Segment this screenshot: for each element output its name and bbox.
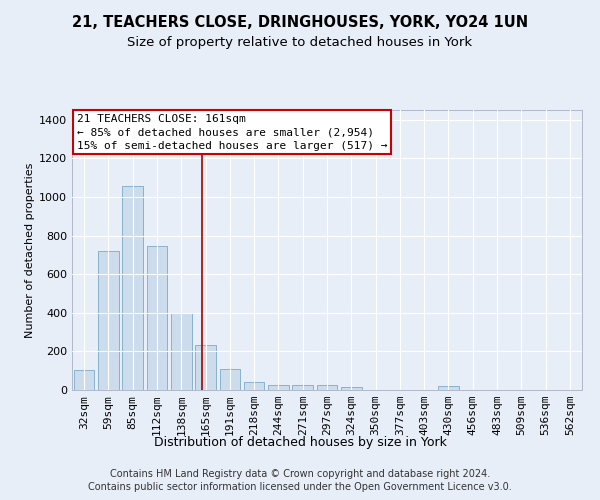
Bar <box>98 251 119 390</box>
Bar <box>268 385 289 390</box>
Bar <box>122 186 143 390</box>
Bar <box>244 382 265 390</box>
Bar <box>74 370 94 390</box>
Y-axis label: Number of detached properties: Number of detached properties <box>25 162 35 338</box>
Bar <box>171 313 191 390</box>
Bar <box>317 385 337 390</box>
Bar <box>341 386 362 390</box>
Text: Size of property relative to detached houses in York: Size of property relative to detached ho… <box>127 36 473 49</box>
Bar <box>292 384 313 390</box>
Bar <box>220 369 240 390</box>
Text: Contains HM Land Registry data © Crown copyright and database right 2024.: Contains HM Land Registry data © Crown c… <box>110 469 490 479</box>
Text: Distribution of detached houses by size in York: Distribution of detached houses by size … <box>154 436 446 449</box>
Text: Contains public sector information licensed under the Open Government Licence v3: Contains public sector information licen… <box>88 482 512 492</box>
Text: 21, TEACHERS CLOSE, DRINGHOUSES, YORK, YO24 1UN: 21, TEACHERS CLOSE, DRINGHOUSES, YORK, Y… <box>72 15 528 30</box>
Text: 21 TEACHERS CLOSE: 161sqm
← 85% of detached houses are smaller (2,954)
15% of se: 21 TEACHERS CLOSE: 161sqm ← 85% of detac… <box>77 114 388 150</box>
Bar <box>195 344 216 390</box>
Bar <box>146 246 167 390</box>
Bar <box>438 386 459 390</box>
